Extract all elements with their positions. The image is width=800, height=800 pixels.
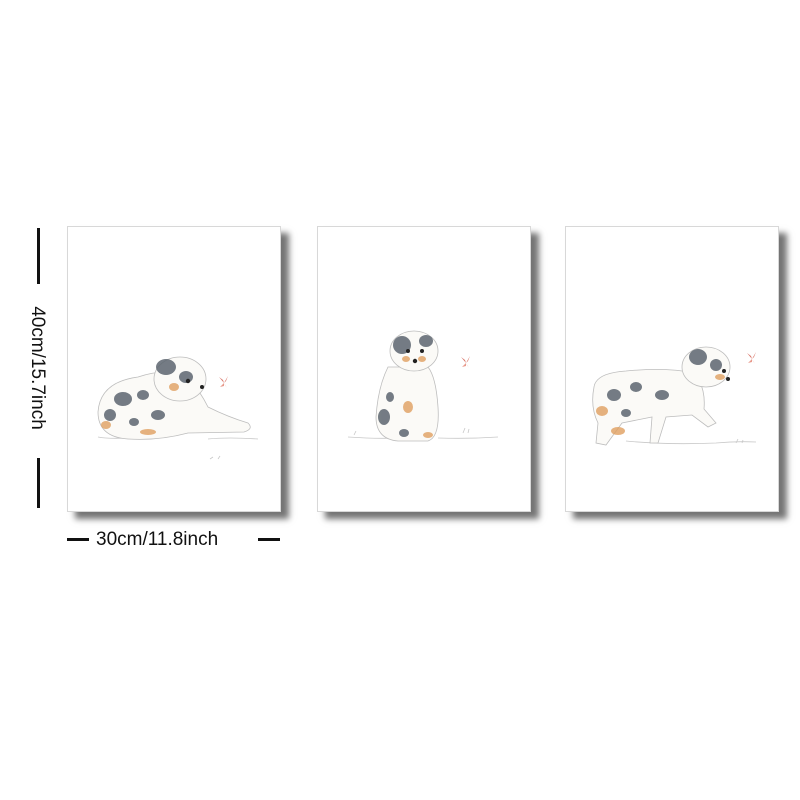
art-panel-2 <box>317 226 531 512</box>
width-dimension-line-right <box>258 538 280 541</box>
puppy-sitting-illustration <box>347 330 499 442</box>
art-panel-3 <box>565 226 779 512</box>
width-dimension-label: 30cm/11.8inch <box>96 529 219 550</box>
width-dimension-line-left <box>67 538 89 541</box>
puppy-lying-illustration <box>97 356 259 460</box>
height-dimension-line-top <box>37 228 40 284</box>
height-dimension-label: 40cm/15.7inch <box>27 306 48 430</box>
height-dimension-line-bottom <box>37 458 40 508</box>
puppy-walking-illustration <box>592 346 757 446</box>
art-panel-1 <box>67 226 281 512</box>
